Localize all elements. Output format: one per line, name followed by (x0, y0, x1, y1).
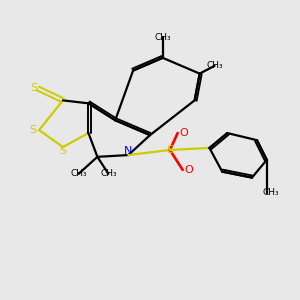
Text: O: O (179, 128, 188, 138)
Text: S: S (30, 83, 37, 94)
Text: S: S (59, 146, 67, 157)
Text: CH₃: CH₃ (154, 33, 171, 42)
Text: CH₃: CH₃ (263, 188, 280, 197)
Text: O: O (184, 165, 193, 175)
Text: CH₃: CH₃ (100, 169, 117, 178)
Text: N: N (124, 146, 133, 156)
Text: S: S (167, 145, 173, 155)
Text: S: S (30, 125, 37, 135)
Text: CH₃: CH₃ (206, 61, 223, 70)
Text: CH₃: CH₃ (70, 169, 87, 178)
